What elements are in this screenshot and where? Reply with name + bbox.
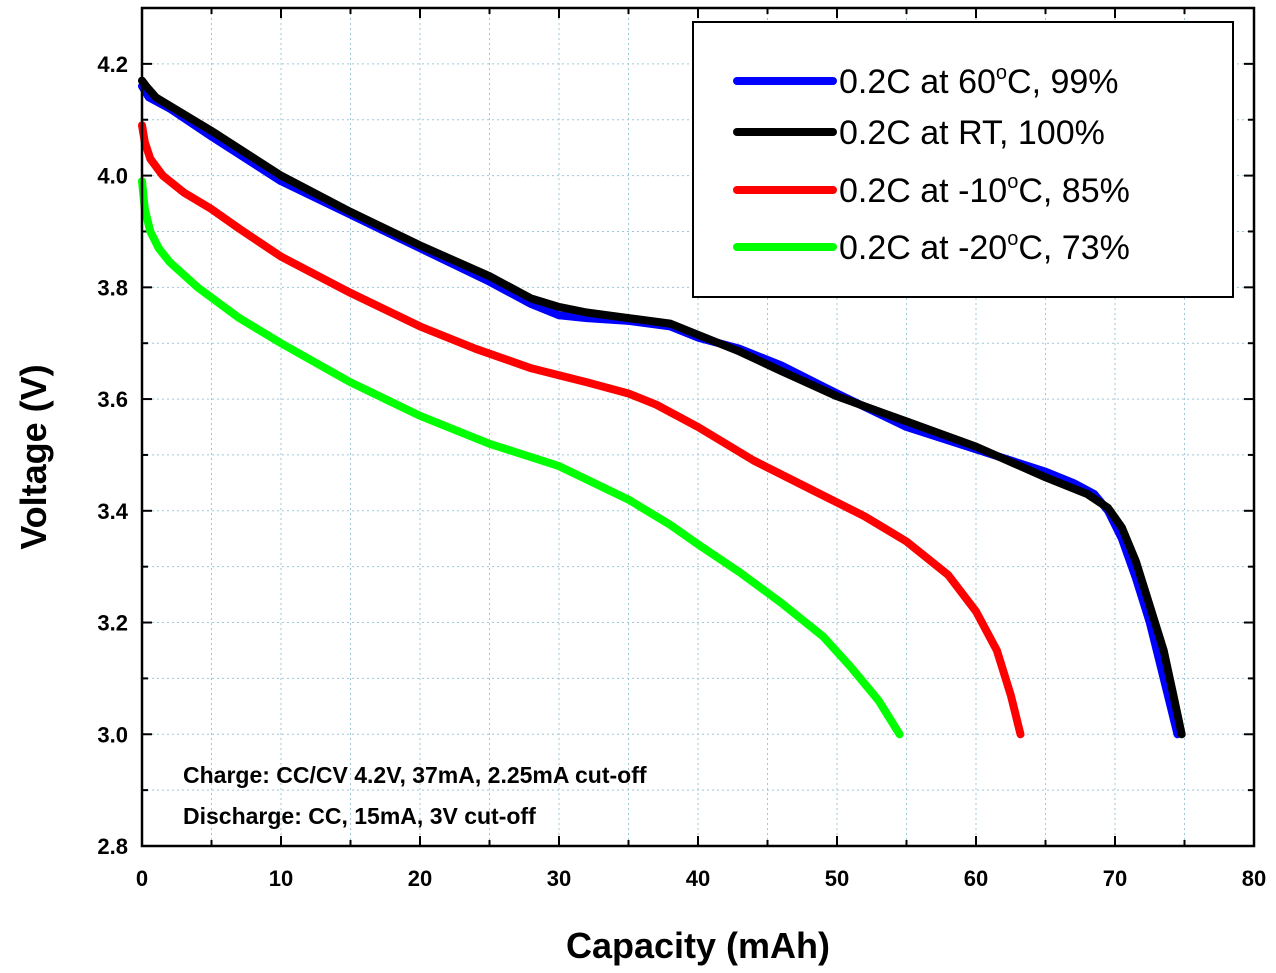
- x-tick-label: 80: [1242, 866, 1266, 891]
- legend-box: [692, 21, 1234, 298]
- legend-label-3: 0.2C at -20oC, 73%: [839, 228, 1130, 267]
- legend: 0.2C at 60oC, 99% 0.2C at RT, 100% 0.2C at…: [692, 21, 1234, 298]
- legend-label-0: 0.2C at 60oC, 99%: [839, 62, 1119, 101]
- x-tick-label: 60: [964, 866, 988, 891]
- x-axis-title: Capacity (mAh): [566, 925, 830, 966]
- y-tick-label: 2.8: [97, 834, 128, 859]
- x-tick-label: 40: [686, 866, 710, 891]
- x-tick-label: 30: [547, 866, 571, 891]
- x-tick-label: 0: [136, 866, 148, 891]
- annotation-charge: Charge: CC/CV 4.2V, 37mA, 2.25mA cut-off: [183, 762, 647, 788]
- y-axis-title: Voltage (V): [13, 364, 54, 549]
- axes: 0 10 20 30 40 50 60 70 80 2.8 3.0 3.2 3.4 3.6 3.8 4.0 4.…: [97, 7, 1266, 891]
- plot-frame: [140, 6, 1256, 848]
- y-tick-label: 3.6: [97, 387, 128, 412]
- series-line-3: [138, 177, 904, 739]
- series-line-2: [138, 121, 1025, 739]
- legend-label-2: 0.2C at -10oC, 85%: [839, 171, 1130, 210]
- legend-label-1: 0.2C at RT, 100%: [839, 114, 1105, 152]
- y-tick-label: 3.2: [97, 611, 128, 636]
- y-tick-label: 3.0: [97, 722, 128, 747]
- x-tick-label: 20: [408, 866, 432, 891]
- y-tick-label: 4.2: [97, 52, 128, 77]
- y-tick-label: 3.4: [97, 499, 128, 524]
- annotation-discharge: Discharge: CC, 15mA, 3V cut-off: [183, 803, 536, 829]
- x-tick-label: 50: [825, 866, 849, 891]
- x-tick-label: 70: [1103, 866, 1127, 891]
- series-line-1: [138, 76, 1186, 739]
- y-tick-label: 4.0: [97, 164, 128, 189]
- series-lines: [138, 76, 1186, 739]
- y-tick-label: 3.8: [97, 275, 128, 300]
- x-tick-label: 10: [269, 866, 293, 891]
